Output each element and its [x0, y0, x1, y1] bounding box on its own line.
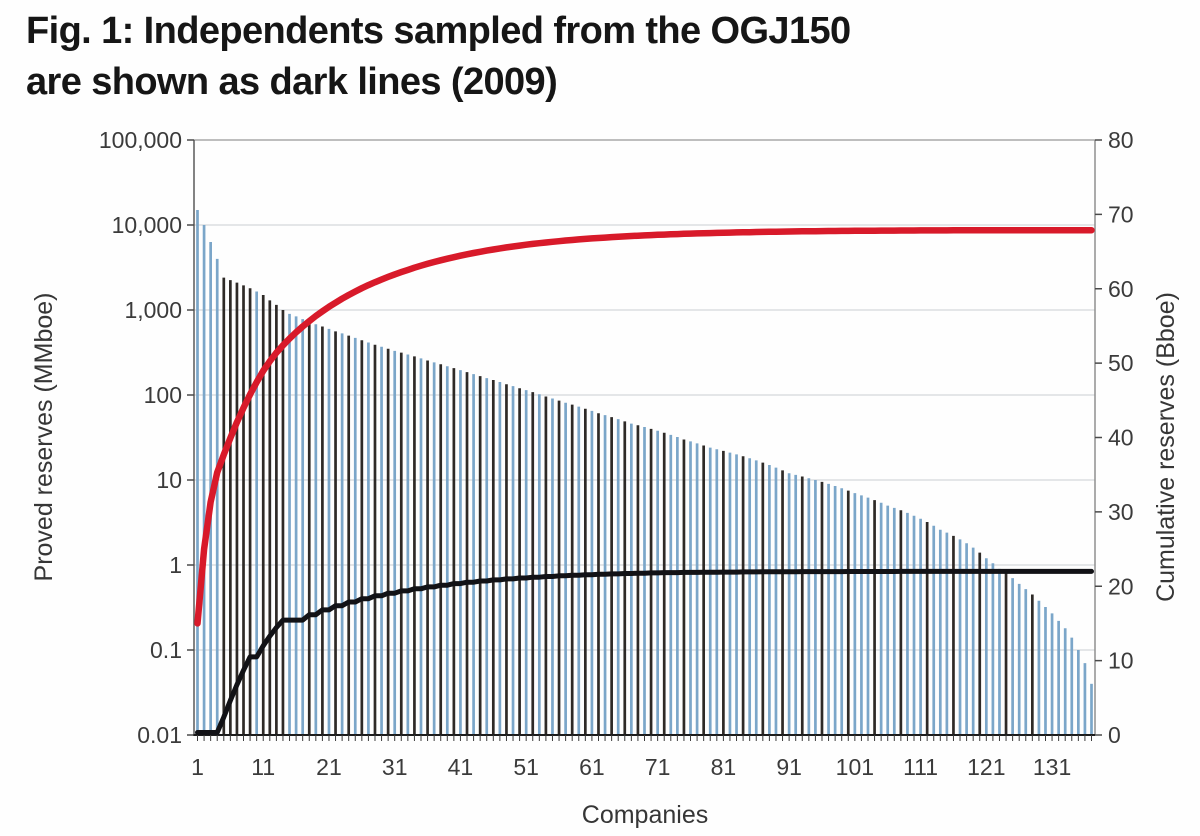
x-axis-title: Companies	[582, 801, 708, 829]
right-tick-label-30: 30	[1108, 499, 1134, 525]
cumulative-independents-line	[195, 568, 1094, 735]
left-tick-label-1: 1	[169, 552, 182, 578]
x-tick-label-111: 111	[903, 754, 938, 780]
right-tick-label-60: 60	[1108, 276, 1134, 302]
x-tick-label-1: 1	[191, 754, 204, 780]
figure-title: Fig. 1: Independents sampled from the OG…	[26, 6, 851, 108]
x-tick-label-121: 121	[967, 754, 1005, 780]
right-tick-label-10: 10	[1108, 648, 1134, 674]
x-tick-label-11: 11	[251, 754, 275, 780]
figure-title-line2: are shown as dark lines (2009)	[26, 61, 558, 103]
right-tick-label-70: 70	[1108, 201, 1134, 227]
x-tick-label-41: 41	[448, 754, 474, 780]
right-tick-label-40: 40	[1108, 425, 1134, 451]
x-tick-label-81: 81	[711, 754, 737, 780]
figure-title-line1: Fig. 1: Independents sampled from the OG…	[26, 10, 851, 52]
left-axis-title: Proved reserves (MMboe)	[30, 293, 58, 582]
right-axis-title: Cumulative reserves (Bboe)	[1152, 292, 1180, 602]
left-tick-label-10,000: 10,000	[112, 212, 182, 238]
right-tick-label-80: 80	[1108, 127, 1134, 153]
left-tick-label-100,000: 100,000	[99, 127, 182, 153]
x-tick-label-101: 101	[836, 754, 874, 780]
right-tick-label-20: 20	[1108, 573, 1134, 599]
x-tick-label-21: 21	[316, 754, 342, 780]
x-tick-label-131: 131	[1033, 754, 1071, 780]
cumulative-all-line	[194, 226, 1095, 627]
x-tick-label-31: 31	[382, 754, 408, 780]
left-tick-label-10: 10	[156, 467, 182, 493]
left-tick-label-0.01: 0.01	[137, 722, 182, 748]
left-tick-label-1,000: 1,000	[124, 297, 182, 323]
left-tick-label-0.1: 0.1	[150, 637, 182, 663]
right-tick-label-50: 50	[1108, 350, 1134, 376]
x-tick-label-91: 91	[776, 754, 802, 780]
x-tick-label-51: 51	[513, 754, 539, 780]
x-tick-label-61: 61	[579, 754, 605, 780]
x-tick-label-71: 71	[645, 754, 671, 780]
right-tick-label-0: 0	[1108, 722, 1121, 748]
left-tick-label-100: 100	[144, 382, 182, 408]
